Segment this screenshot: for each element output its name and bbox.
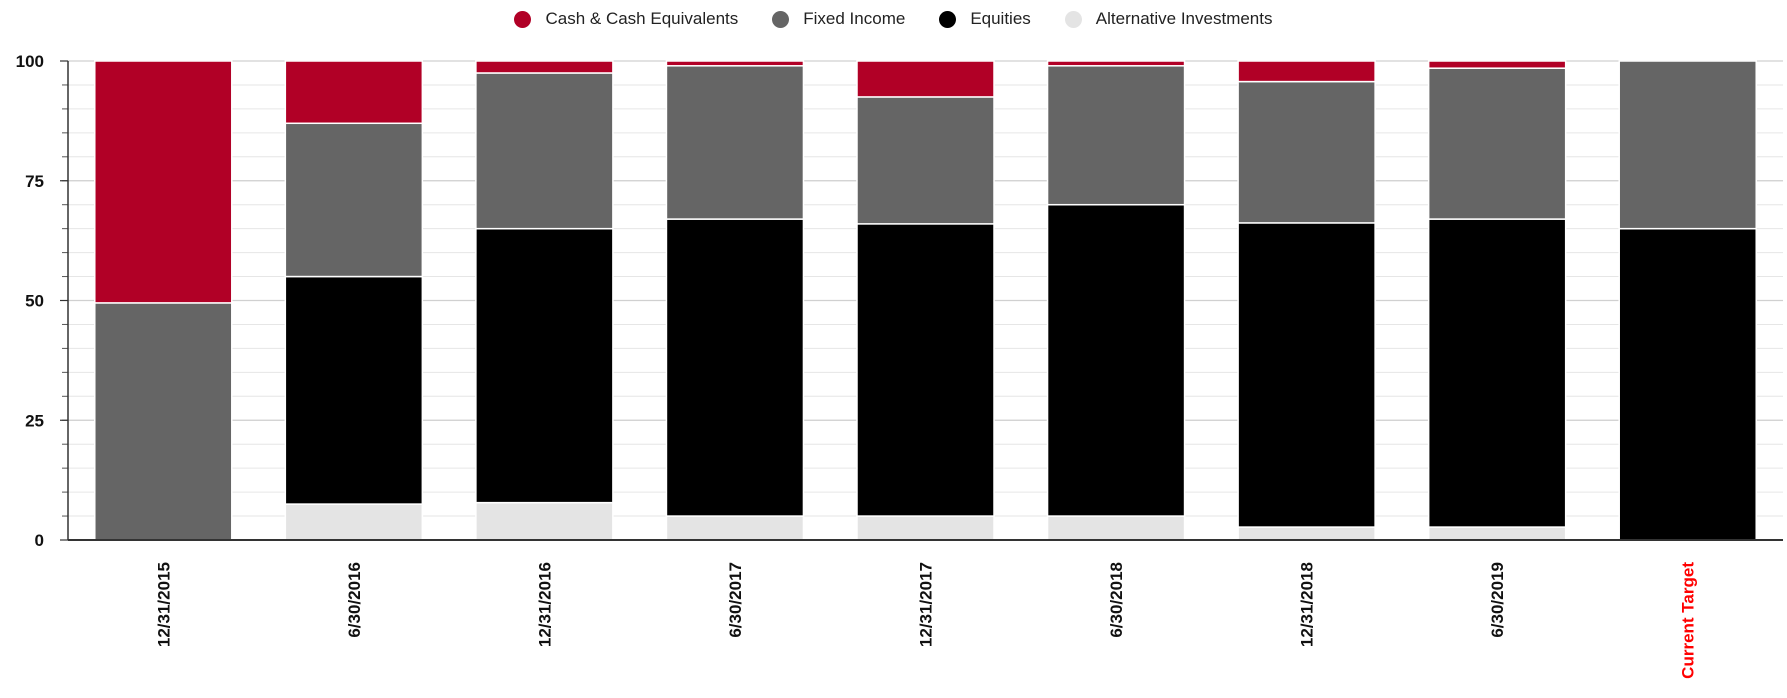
legend-item[interactable]: Equities — [939, 9, 1031, 29]
bar-segment — [665, 515, 805, 541]
legend-item[interactable]: Alternative Investments — [1064, 9, 1273, 29]
bar-segment — [1046, 203, 1186, 517]
y-tick-label: 50 — [25, 292, 44, 311]
bar-segment — [1237, 526, 1376, 541]
y-tick-label: 75 — [25, 172, 44, 191]
y-tick-label: 25 — [25, 411, 44, 430]
bar-segment — [856, 96, 995, 225]
bar-segment — [665, 65, 805, 220]
x-tick-label: 6/30/2017 — [726, 562, 745, 638]
bar-segment — [1046, 60, 1186, 67]
bar-segment — [856, 60, 995, 98]
bar-segment — [1046, 515, 1186, 541]
bar-segment — [94, 60, 233, 304]
bar-segment — [475, 60, 614, 74]
bar-segment — [94, 302, 233, 541]
legend-item[interactable]: Cash & Cash Equivalents — [514, 9, 738, 29]
legend-swatch-icon — [514, 10, 532, 28]
bar-segment — [475, 72, 614, 230]
bar-segment — [1618, 60, 1757, 230]
bar-segment — [1237, 60, 1376, 83]
x-tick-label: 12/31/2016 — [535, 562, 554, 647]
bar-segment — [1427, 67, 1567, 220]
bar-segment — [856, 223, 995, 517]
x-tick-label: 6/30/2019 — [1488, 562, 1507, 638]
bar-segment — [1427, 60, 1567, 69]
x-tick-label: 12/31/2017 — [917, 562, 936, 647]
legend-label: Fixed Income — [803, 9, 906, 28]
bar-segment — [856, 515, 995, 541]
bar-segment — [1427, 526, 1567, 541]
bar-segment — [475, 227, 614, 504]
legend-swatch-icon — [772, 10, 790, 28]
x-tick-label: 6/30/2016 — [345, 562, 364, 638]
legend-label: Cash & Cash Equivalents — [545, 9, 739, 28]
x-tick-label: 12/31/2015 — [154, 562, 173, 647]
y-tick-label: 0 — [35, 531, 44, 550]
chart-legend: Cash & Cash Equivalents Fixed Income Equit… — [0, 6, 1787, 32]
bar-segment — [665, 218, 805, 517]
legend-swatch-icon — [1064, 10, 1082, 28]
bar-segment — [1046, 65, 1186, 206]
bar-segment — [1427, 218, 1567, 528]
x-tick-label: Current Target — [1679, 562, 1698, 679]
y-tick-label: 100 — [16, 52, 44, 71]
bar-segment — [1618, 227, 1757, 541]
legend-item[interactable]: Fixed Income — [772, 9, 905, 29]
bar-segment — [284, 60, 424, 125]
bar-segment — [284, 275, 424, 505]
x-tick-label: 6/30/2018 — [1107, 562, 1126, 638]
bar-segment — [284, 503, 424, 541]
bar-segment — [1237, 80, 1376, 224]
bar-segment — [665, 60, 805, 67]
bar-segment — [475, 501, 614, 541]
legend-swatch-icon — [939, 10, 957, 28]
legend-label: Alternative Investments — [1095, 9, 1273, 28]
x-tick-label: 12/31/2018 — [1298, 562, 1317, 647]
bar-segment — [284, 122, 424, 278]
legend-label: Equities — [970, 9, 1031, 28]
bar-segment — [1237, 222, 1376, 528]
